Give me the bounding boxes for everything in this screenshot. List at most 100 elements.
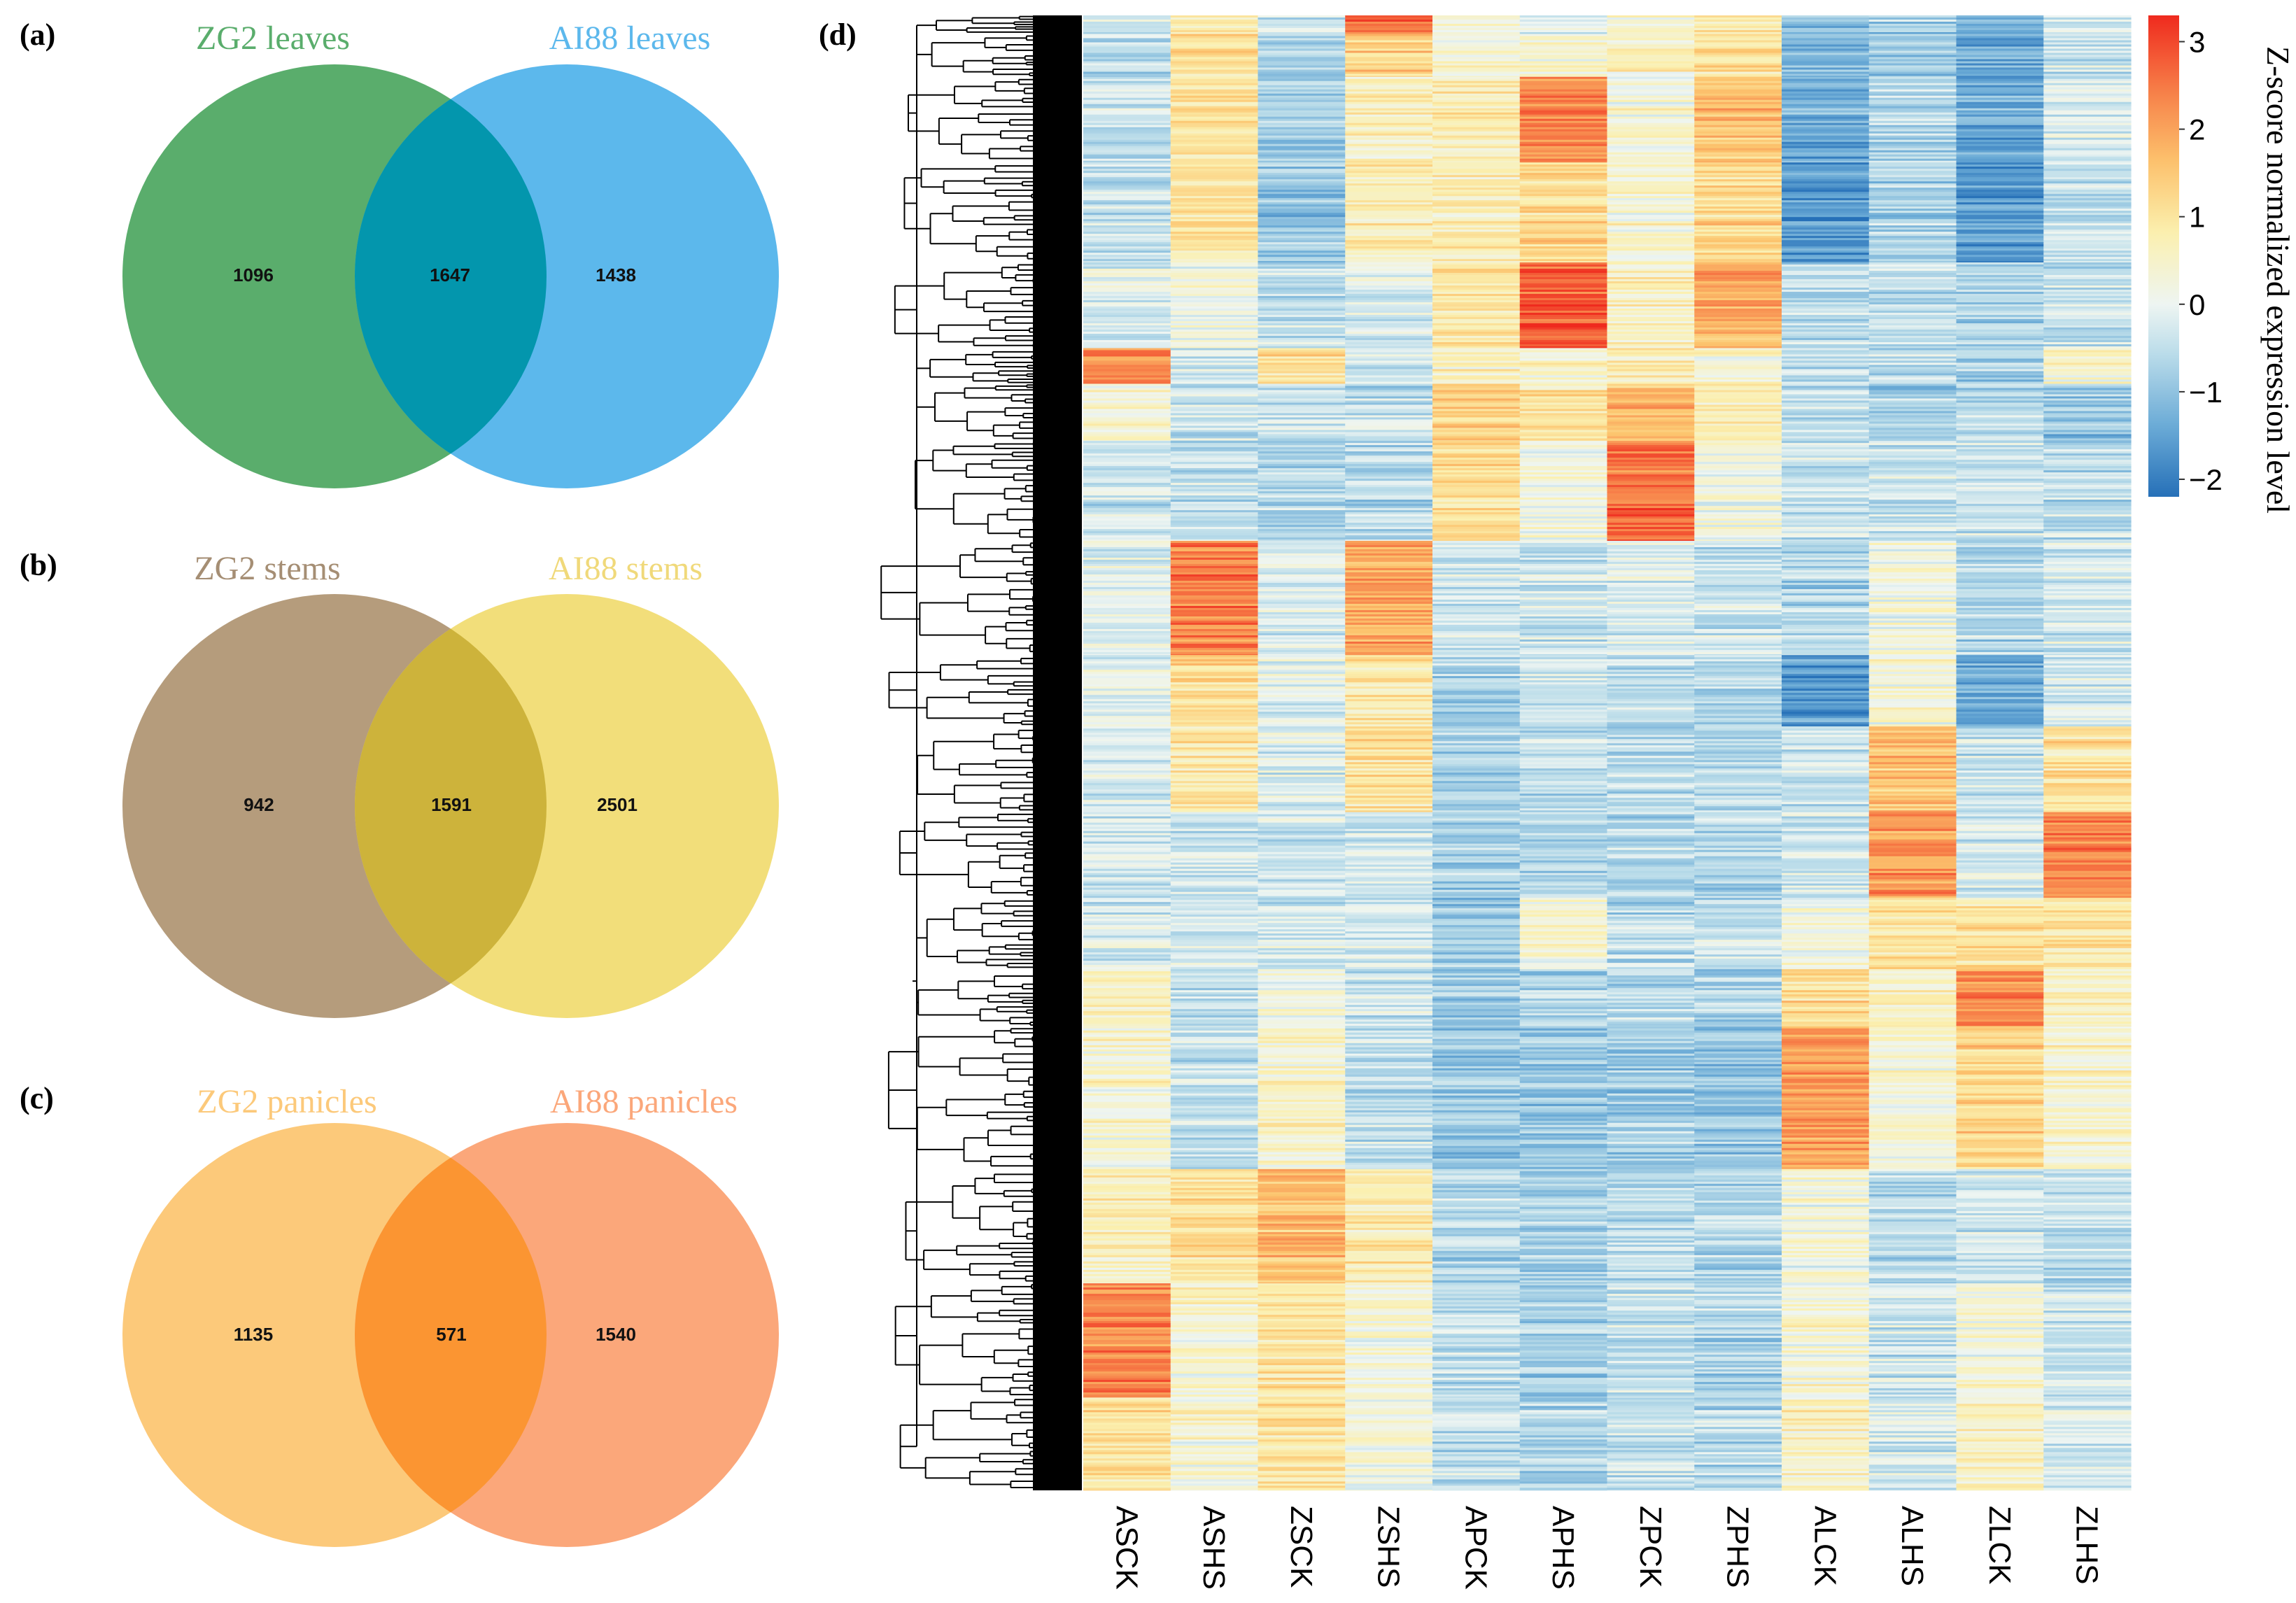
heatmap-cell [1083, 42, 1171, 45]
heatmap-cell [1432, 438, 1521, 441]
heatmap-cell [1519, 323, 1608, 326]
heatmap-cell [1258, 122, 1346, 126]
heatmap-cell [1607, 67, 1695, 70]
heatmap-cell [1170, 430, 1259, 432]
heatmap-cell [1782, 419, 1870, 422]
heatmap-cell [1258, 472, 1346, 475]
heatmap-cell [1345, 154, 1433, 157]
heatmap-cell [1956, 285, 2044, 288]
heatmap-cell [1083, 476, 1171, 479]
heatmap-cell [2043, 20, 2132, 22]
heatmap-cell [1607, 398, 1695, 401]
heatmap-cell [1083, 211, 1171, 213]
heatmap-cell [1345, 348, 1433, 351]
heatmap-cell [1868, 169, 1957, 171]
heatmap-cell [1956, 179, 2044, 182]
heatmap-cell [1694, 495, 1782, 498]
heatmap-cell [1868, 200, 1957, 203]
heatmap-cell [1868, 71, 1957, 74]
heatmap-cell [1258, 259, 1346, 262]
heatmap-cell [1519, 129, 1608, 132]
heatmap-cell [1956, 396, 2044, 399]
heatmap-cell [1519, 394, 1608, 397]
heatmap-cell [1782, 154, 1870, 157]
heatmap-cell [2043, 253, 2132, 255]
heatmap-cell [1956, 38, 2044, 41]
heatmap-cell [1782, 257, 1870, 260]
heatmap-cell [2043, 194, 2132, 197]
heatmap-cell [1345, 447, 1433, 450]
heatmap-cell [1607, 375, 1695, 378]
heatmap-cell [1083, 506, 1171, 509]
venn-leaves-overlap-count: 1647 [430, 264, 470, 285]
heatmap-cell [1170, 32, 1259, 34]
heatmap-cell [1432, 460, 1521, 462]
heatmap-cell [1432, 411, 1521, 414]
heatmap-cell [1345, 336, 1433, 339]
heatmap-cell [2043, 248, 2132, 251]
heatmap-cell [1607, 481, 1695, 483]
heatmap-cell [1694, 93, 1782, 97]
heatmap-cell [1170, 360, 1259, 363]
heatmap-cell [1519, 512, 1608, 515]
heatmap-cell [1782, 373, 1870, 376]
heatmap-cell [1956, 196, 2044, 199]
heatmap-cell [1782, 398, 1870, 401]
heatmap-cell [1258, 89, 1346, 92]
heatmap-cell [1432, 483, 1521, 486]
heatmap-cell [2043, 409, 2132, 411]
heatmap-cell [1170, 255, 1259, 257]
heatmap-cell [1345, 304, 1433, 307]
heatmap-cell [1956, 190, 2044, 192]
heatmap-cell [1432, 525, 1521, 528]
heatmap-cell [1868, 306, 1957, 309]
heatmap-cell [2043, 24, 2132, 27]
heatmap-cell [1607, 332, 1695, 334]
heatmap-cell [1345, 50, 1433, 53]
heatmap-cell [1782, 396, 1870, 399]
heatmap-cell [1519, 91, 1608, 94]
heatmap-cell [1083, 59, 1171, 62]
heatmap-cell [1694, 493, 1782, 496]
heatmap-cell [1956, 290, 2044, 292]
heatmap-cell [1868, 290, 1957, 292]
heatmap-cell [1083, 162, 1171, 165]
heatmap-cell [1170, 129, 1259, 132]
heatmap-cell [1782, 261, 1870, 263]
heatmap-cell [1170, 500, 1259, 502]
heatmap-cell [1432, 59, 1521, 62]
heatmap-cell [2043, 356, 2132, 359]
heatmap-cell [1083, 362, 1171, 365]
heatmap-cell [1432, 234, 1521, 236]
heatmap-cell [1868, 419, 1957, 422]
heatmap-cell [1432, 440, 1521, 442]
heatmap-cell [1868, 472, 1957, 475]
heatmap-cell [1607, 404, 1695, 407]
heatmap-cell [1956, 87, 2044, 90]
heatmap-cell [2043, 42, 2132, 45]
heatmap-cell [1956, 443, 2044, 446]
heatmap-cell [1607, 139, 1695, 143]
heatmap-cell [1432, 432, 1521, 435]
heatmap-cell [1345, 63, 1433, 66]
heatmap-cell [1083, 392, 1171, 395]
heatmap-cell [1258, 451, 1346, 454]
heatmap-cell [1519, 76, 1608, 80]
heatmap-cell [1258, 116, 1346, 120]
heatmap-cell [1694, 375, 1782, 378]
heatmap-cell [2043, 215, 2132, 218]
heatmap-cell [1083, 20, 1171, 22]
heatmap-cell [1345, 445, 1433, 448]
heatmap-cell [1782, 253, 1870, 255]
heatmap-cell [1607, 20, 1695, 22]
heatmap-cell [1519, 402, 1608, 405]
heatmap-cell [1170, 362, 1259, 365]
heatmap-cell [2043, 120, 2132, 124]
heatmap-cell [1782, 407, 1870, 409]
heatmap-cell [1956, 483, 2044, 486]
heatmap-cell [1170, 85, 1259, 88]
heatmap-cell [2043, 302, 2132, 305]
heatmap-cell [1345, 407, 1433, 409]
heatmap-cell [2043, 404, 2132, 407]
heatmap-cell [1432, 32, 1521, 34]
